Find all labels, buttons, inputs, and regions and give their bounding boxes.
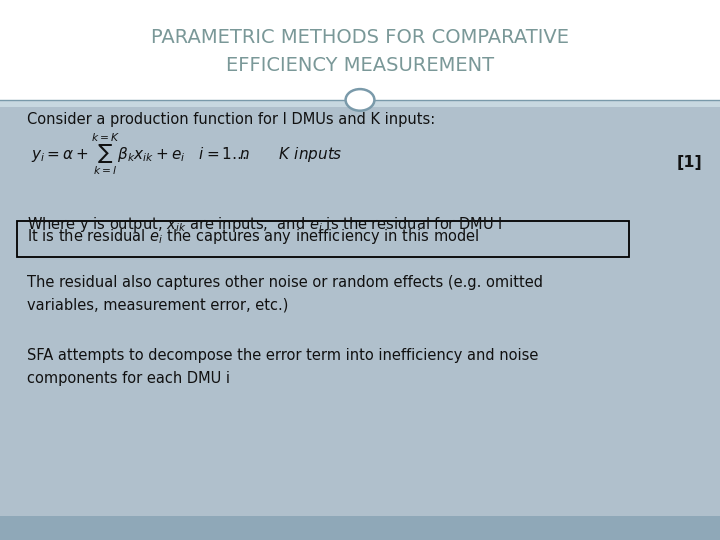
Text: Where y is output, $x_{ik}$ are inputs,  and $e_i$ is the residual for DMU I: Where y is output, $x_{ik}$ are inputs, … [27,215,503,234]
FancyBboxPatch shape [0,516,720,540]
FancyBboxPatch shape [17,221,629,256]
Circle shape [346,89,374,111]
Text: EFFICIENCY MEASUREMENT: EFFICIENCY MEASUREMENT [226,56,494,76]
Text: The residual also captures other noise or random effects (e.g. omitted
variables: The residual also captures other noise o… [27,275,544,313]
Text: [1]: [1] [676,154,702,170]
Text: PARAMETRIC METHODS FOR COMPARATIVE: PARAMETRIC METHODS FOR COMPARATIVE [151,28,569,48]
Text: SFA attempts to decompose the error term into inefficiency and noise
components : SFA attempts to decompose the error term… [27,348,539,386]
FancyBboxPatch shape [0,100,720,107]
Text: Consider a production function for I DMUs and K inputs:: Consider a production function for I DMU… [27,112,436,127]
Text: It is the residual $e_i$ the captures any inefficiency in this model: It is the residual $e_i$ the captures an… [27,227,480,246]
FancyBboxPatch shape [0,100,720,516]
FancyBboxPatch shape [0,0,720,100]
Text: $y_i = \alpha + \sum_{k=l}^{k=K} \beta_k x_{ik} + e_i \quad i = 1\ldots\!\!\! n : $y_i = \alpha + \sum_{k=l}^{k=K} \beta_k… [31,131,343,177]
